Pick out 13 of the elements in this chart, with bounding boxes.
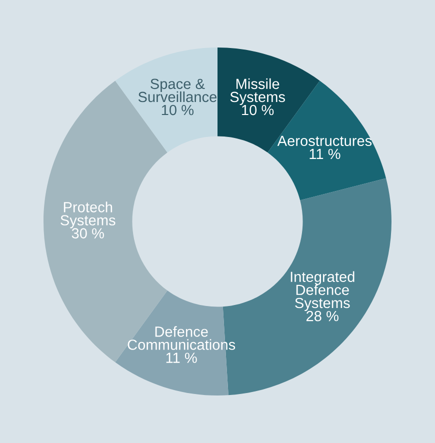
data-label: 10 % [162, 104, 194, 116]
slice-label: Aerostructures [277, 136, 372, 146]
donut-slice [115, 48, 218, 153]
slice-label: Missile Systems [230, 78, 285, 106]
slice-label: Integrated Defence Systems [290, 271, 354, 312]
data-label: 30 % [72, 228, 104, 238]
data-label: 28 % [306, 310, 338, 322]
data-label: 11 % [166, 352, 197, 363]
slice-label: Defence Communications [128, 326, 236, 350]
data-label: 11 % [310, 148, 340, 160]
data-label: 10 % [242, 104, 274, 116]
slice-label: Protech Systems [60, 202, 116, 228]
slice-label: Space & Surveillance [138, 78, 217, 102]
